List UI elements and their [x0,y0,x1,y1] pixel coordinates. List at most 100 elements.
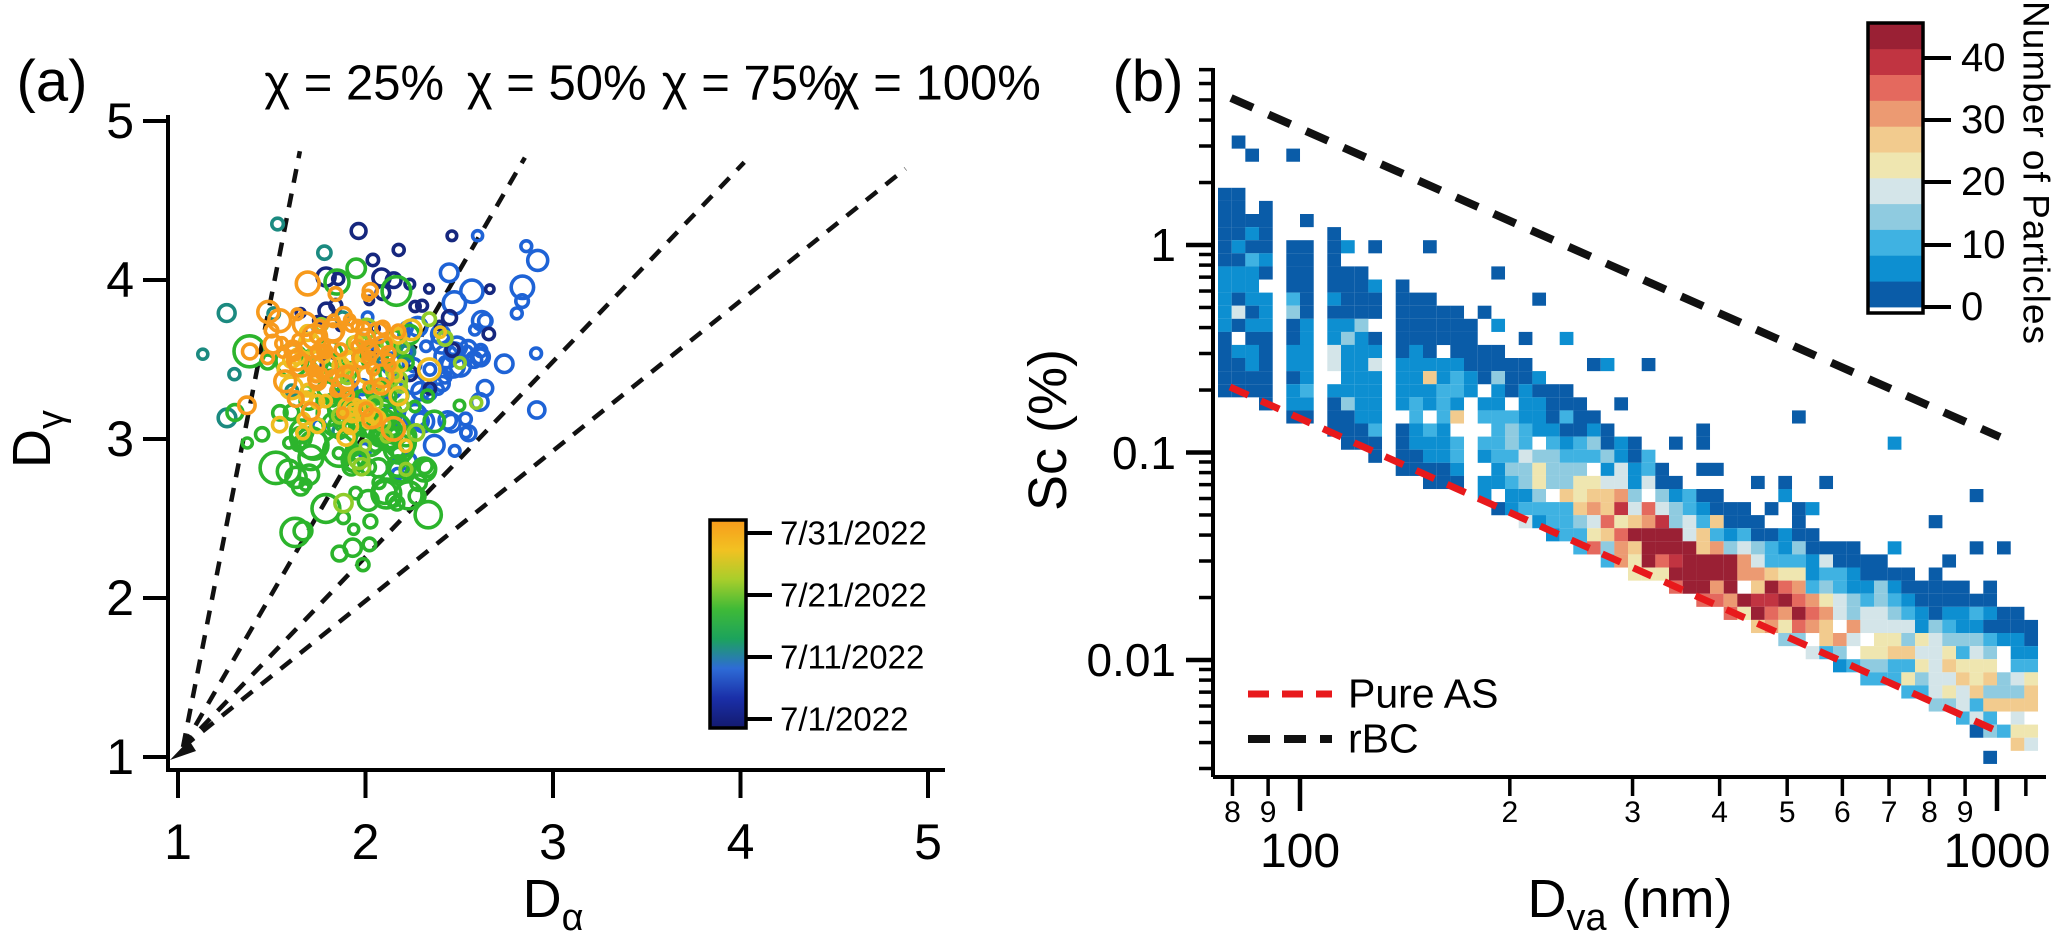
scatter-point-july1-navy [391,242,407,258]
scatter-point-late-july-orange [335,406,350,420]
scatter-point-late-july-orange [360,288,375,303]
panel-a-xaxis-title: Dα [522,868,584,940]
legend-pure-as-label: Pure AS [1348,670,1499,717]
scatter-point-late-july-orange [333,342,349,358]
scatter-point-early-july-blue [509,274,536,301]
scatter-point-mid-july-green [342,537,364,559]
heatmap-cells [1218,135,2039,764]
scatter-points [196,216,550,573]
panel-a-ytick-label: 3 [106,411,134,467]
scatter-point-early-july-blue [493,353,515,375]
scatter-point-light-green [398,461,414,477]
scatter-point-teal [196,347,210,362]
scatter-point-early-july-blue [438,262,460,284]
panel-b-letter: (b) [1112,49,1184,114]
scatter-point-late-july-orange [358,401,375,418]
scatter-point-gold [278,375,305,401]
scatter-point-late-july-orange [286,389,305,409]
particles-colorbar-tick-label: 30 [1961,98,2006,143]
panel-b-xtick-label: 6 [1834,796,1851,829]
scatter-point-early-july-blue [460,344,474,359]
date-colorbar-tick-label: 7/31/2022 [780,514,927,552]
particles-colorbar-tick-label: 0 [1961,285,1984,329]
particles-colorbar-tick-label: 40 [1961,35,2006,80]
scatter-point-early-july-blue [475,378,495,398]
scatter-point-late-july-orange [374,319,392,337]
scatter-point-late-july-orange [283,339,304,360]
scatter-point-july1-navy [445,229,459,243]
scatter-point-mid-july-green [290,476,311,497]
scatter-point-late-july-orange [328,383,344,399]
panel-b-ytick-label: 0.1 [1112,426,1176,479]
scatter-point-gold [389,326,408,345]
scatter-point-late-july-orange [240,342,260,361]
panel-a-xtick-label: 5 [914,814,942,870]
chi-25-label: χ = 25% [264,56,445,111]
panel-a-xtick-label: 4 [726,814,755,870]
scatter-point-early-july-blue [525,248,550,273]
panel-b-xtick-label: 100 [1259,825,1341,878]
scatter-point-late-july-orange [380,415,407,442]
panel-a-xtick-label: 2 [351,814,380,870]
scatter-point-teal [216,302,237,324]
scatter-point-light-green [333,492,354,514]
panel-a-ytick-label: 1 [106,729,134,785]
scatter-point-late-july-orange [382,358,397,373]
scatter-point-mid-july-green [310,492,342,525]
scatter-point-late-july-orange [340,364,355,379]
scatter-point-mid-july-green [362,513,379,530]
scatter-point-july1-navy [444,341,461,359]
scatter-point-mid-july-green [452,398,467,413]
scatter-point-gold [397,438,413,454]
scatter-point-mid-july-green [370,477,403,510]
scatter-point-july1-navy [440,308,459,327]
particles-colorbar [1866,21,1951,315]
scatter-point-late-july-orange [314,336,332,354]
panel-b-ytick-label: 0.01 [1086,634,1176,686]
scatter-point-mid-july-green [361,536,378,553]
particles-colorbar-tick-label: 10 [1961,222,2006,267]
panel-b-xtick-label: 8 [1224,796,1241,829]
scatter-point-early-july-blue [470,228,485,243]
chi-50-label: χ = 50% [466,56,647,111]
chi-100-label: χ = 100% [833,56,1041,111]
scatter-point-late-july-orange [300,401,321,422]
scatter-point-mid-july-green [413,499,444,530]
scatter-point-mid-july-green [407,399,422,414]
panel-b-xtick-label: 9 [1259,796,1277,829]
reference-lines [1228,94,2002,734]
scatter-point-mid-july-green [355,556,371,573]
scatter-point-early-july-blue [447,443,462,459]
panel-a-yaxis-title: Dγ [1,410,73,468]
scatter-point-mid-july-green [422,409,447,434]
panel-b-yaxis-title: Sc (%) [1018,349,1078,511]
scatter-point-late-july-orange [322,322,345,344]
panel-a-ytick-label: 4 [106,252,134,308]
panel-b-axes [1186,67,2046,811]
panel-b-xtick-label: 9 [1956,796,1974,829]
scatter-point-mid-july-green [240,436,255,450]
scatter-point-mid-july-green [270,403,289,422]
scatter-point-mid-july-green [345,257,368,280]
scatter-point-mid-july-green [258,450,294,486]
panel-a-xtick-label: 3 [539,814,567,870]
scatter-point-gold [433,325,448,340]
scatter-point-mid-july-green [284,465,308,490]
scatter-point-gold [341,417,360,436]
scatter-point-early-july-blue [458,425,473,440]
scatter-point-late-july-orange [267,308,293,334]
date-colorbar-tick-label: 7/1/2022 [780,700,909,738]
scatter-point-early-july-blue [519,239,534,254]
scatter-point-gold [416,357,442,382]
panel-a-letter: (a) [16,49,88,114]
scatter-point-light-green [452,355,468,370]
scatter-point-mid-july-green [279,516,312,549]
scatter-point-early-july-blue [528,346,544,361]
scatter-point-late-july-orange [334,305,353,325]
panel-b-xtick-label: 3 [1624,796,1641,829]
scatter-point-july1-navy [414,298,430,313]
scatter-point-july1-navy [408,299,422,314]
scatter-point-light-green [468,395,484,411]
